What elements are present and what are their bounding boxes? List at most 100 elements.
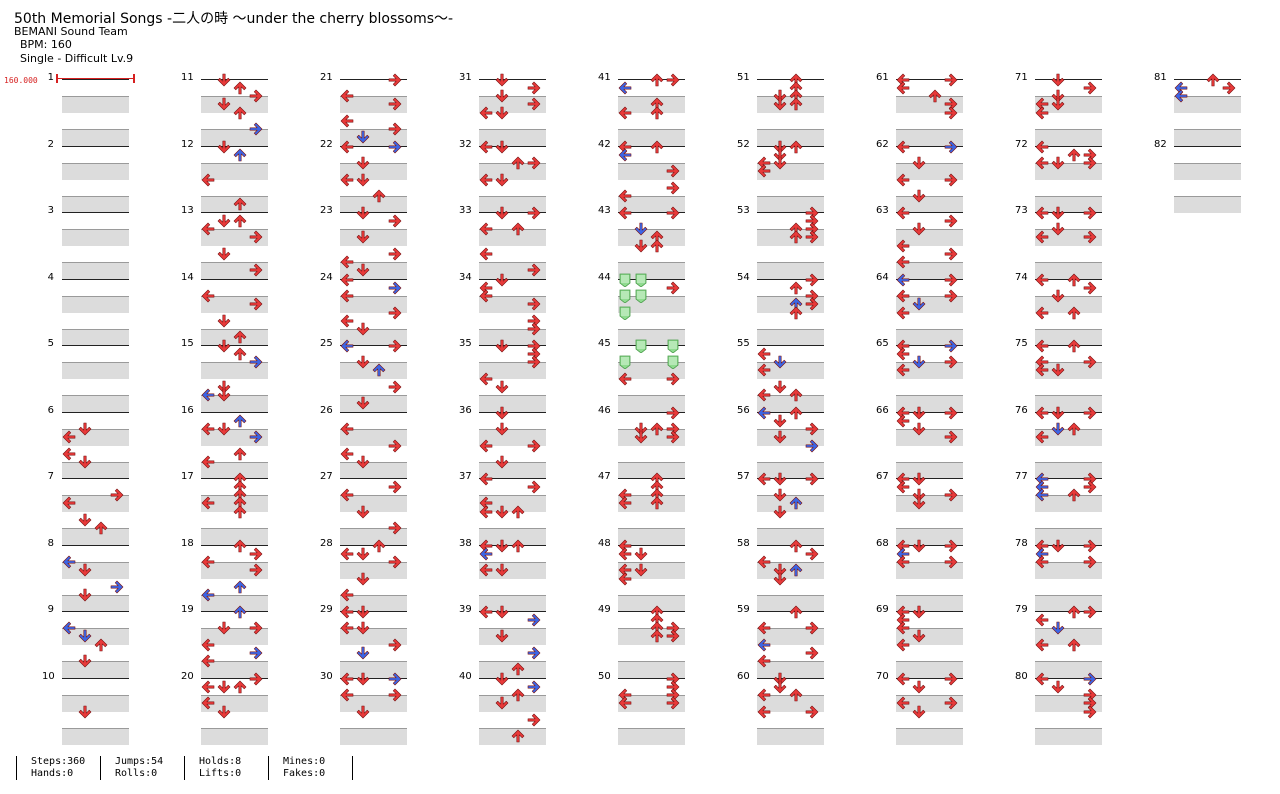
measure-number: 34 bbox=[459, 272, 472, 283]
arrow-down-icon bbox=[356, 229, 370, 244]
beat-band bbox=[1035, 329, 1102, 346]
arrow-left-icon bbox=[896, 695, 910, 710]
arrow-down-icon bbox=[495, 604, 509, 619]
beat-band bbox=[1035, 395, 1102, 412]
measure-number: 52 bbox=[737, 139, 750, 150]
measure-number: 51 bbox=[737, 72, 750, 83]
arrow-left-icon bbox=[479, 221, 493, 236]
beat-band bbox=[1035, 628, 1102, 645]
arrow-down-icon bbox=[773, 379, 787, 394]
measure-number: 63 bbox=[876, 205, 889, 216]
arrow-down-icon bbox=[912, 538, 926, 553]
measure-number: 48 bbox=[598, 538, 611, 549]
arrow-down-icon bbox=[356, 262, 370, 277]
arrow-down-icon bbox=[217, 213, 231, 228]
measure-13: 13 bbox=[181, 205, 275, 279]
beat-band bbox=[1035, 163, 1102, 180]
arrow-left-icon bbox=[896, 238, 910, 253]
arrow-up-icon bbox=[94, 520, 108, 535]
arrow-right-icon bbox=[944, 554, 958, 569]
beat-band bbox=[896, 129, 963, 146]
beat-band bbox=[479, 362, 546, 379]
beat-band bbox=[62, 495, 129, 512]
arrow-right-icon bbox=[1083, 604, 1097, 619]
arrow-left-icon bbox=[479, 105, 493, 120]
arrow-right-icon bbox=[527, 479, 541, 494]
beat-band bbox=[1174, 196, 1241, 213]
beat-band bbox=[1035, 595, 1102, 612]
beat-band bbox=[479, 462, 546, 479]
beat-band bbox=[201, 129, 268, 146]
beat-band bbox=[62, 628, 129, 645]
arrow-left-icon bbox=[340, 288, 354, 303]
arrow-left-icon bbox=[618, 105, 632, 120]
measure-number: 28 bbox=[320, 538, 333, 549]
measure-number: 35 bbox=[459, 338, 472, 349]
arrow-down-icon bbox=[495, 405, 509, 420]
arrow-right-icon bbox=[388, 213, 402, 228]
beat-band bbox=[1035, 661, 1102, 678]
arrow-down-icon bbox=[773, 679, 787, 694]
beat-band bbox=[340, 262, 407, 279]
beat-band bbox=[479, 628, 546, 645]
measure-line bbox=[340, 412, 407, 413]
arrow-down-icon bbox=[912, 495, 926, 510]
measure-73: 73 bbox=[1015, 205, 1109, 279]
arrow-up-icon bbox=[789, 562, 803, 577]
arrow-down-icon bbox=[356, 172, 370, 187]
arrow-up-icon bbox=[1067, 604, 1081, 619]
arrow-right-icon bbox=[805, 620, 819, 635]
measure-38: 38 bbox=[459, 538, 553, 612]
measure-number: 80 bbox=[1015, 671, 1028, 682]
measure-line bbox=[201, 146, 268, 147]
beat-band bbox=[62, 395, 129, 412]
measure-number: 46 bbox=[598, 405, 611, 416]
beat-band bbox=[479, 329, 546, 346]
arrow-down-icon bbox=[773, 571, 787, 586]
beat-band bbox=[479, 129, 546, 146]
arrow-left-icon bbox=[896, 413, 910, 428]
measure-line bbox=[340, 345, 407, 346]
measure-number: 31 bbox=[459, 72, 472, 83]
beat-band bbox=[479, 595, 546, 612]
measure-55: 55 bbox=[737, 338, 831, 412]
arrow-left-icon bbox=[896, 554, 910, 569]
beat-band bbox=[1035, 229, 1102, 246]
measure-4: 4 bbox=[48, 272, 136, 346]
beat-band bbox=[62, 129, 129, 146]
arrow-right-icon bbox=[666, 695, 680, 710]
arrow-down-icon bbox=[78, 628, 92, 643]
arrow-left-icon bbox=[479, 288, 493, 303]
arrow-down-icon bbox=[495, 671, 509, 686]
measure-line bbox=[340, 478, 407, 479]
arrow-left-icon bbox=[479, 471, 493, 486]
arrow-down-icon bbox=[356, 395, 370, 410]
measure-number: 2 bbox=[47, 139, 54, 150]
measure-line bbox=[896, 412, 963, 413]
measure-67: 67 bbox=[876, 471, 970, 545]
measure-number: 56 bbox=[737, 405, 750, 416]
beat-band bbox=[757, 329, 824, 346]
beat-band bbox=[62, 262, 129, 279]
measure-number: 62 bbox=[876, 139, 889, 150]
arrow-down-icon bbox=[912, 487, 926, 502]
measure-6: 6 bbox=[48, 405, 136, 479]
arrow-down-icon bbox=[217, 387, 231, 402]
beat-band bbox=[62, 362, 129, 379]
measure-line bbox=[201, 412, 268, 413]
arrow-left-icon bbox=[1035, 338, 1049, 353]
arrow-up-icon bbox=[233, 329, 247, 344]
beat-band bbox=[1035, 562, 1102, 579]
chart-difficulty: Single - Difficult Lv.9 bbox=[20, 52, 134, 65]
arrow-down-icon bbox=[1051, 405, 1065, 420]
arrow-right-icon bbox=[527, 321, 541, 336]
beat-band bbox=[201, 562, 268, 579]
beat-band bbox=[896, 429, 963, 446]
arrow-up-icon bbox=[372, 188, 386, 203]
arrow-down-icon bbox=[356, 620, 370, 635]
arrow-down-icon bbox=[912, 221, 926, 236]
arrow-down-icon bbox=[356, 571, 370, 586]
arrow-right-icon bbox=[110, 579, 124, 594]
beat-band bbox=[757, 429, 824, 446]
song-title: 50th Memorial Songs -二人の時 ～under the che… bbox=[14, 11, 454, 27]
